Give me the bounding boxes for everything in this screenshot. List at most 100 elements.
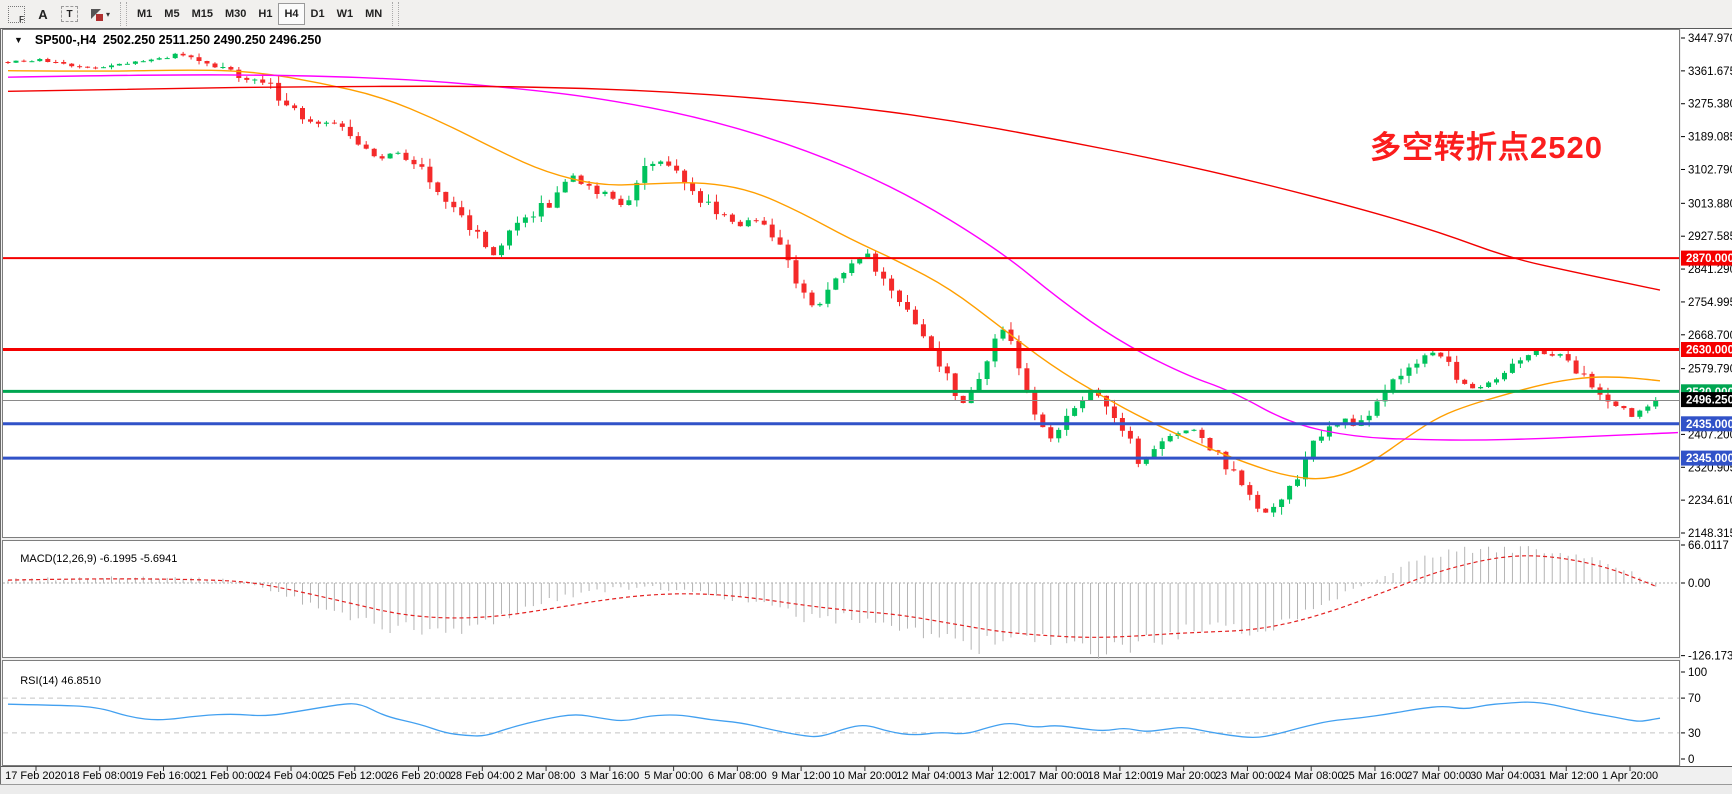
candle-body (1390, 379, 1396, 391)
arrow-tools-button[interactable]: ▾ (84, 3, 116, 25)
candle-body (1135, 438, 1141, 464)
candle-body (1111, 406, 1117, 418)
candle-body (292, 105, 298, 109)
timeframe-group: M1 M5 M15 M30 H1 H4 D1 W1 MN (131, 3, 388, 25)
rsi-plot (3, 697, 1679, 739)
timeframe-W1[interactable]: W1 (331, 3, 360, 25)
text-a-icon: A (38, 6, 48, 22)
date-label: 17 Feb 2020 (5, 770, 67, 782)
candle-body (1215, 450, 1221, 452)
candle-body (1637, 410, 1643, 417)
candle-body (491, 247, 497, 256)
candle-body (785, 244, 791, 261)
candle-body (833, 278, 839, 290)
date-label: 17 Mar 00:00 (1024, 770, 1089, 782)
candle-body (419, 164, 425, 167)
candle-body (897, 290, 902, 302)
date-label: 19 Feb 16:00 (131, 770, 196, 782)
candle-body (713, 201, 719, 215)
timeframe-M15[interactable]: M15 (186, 3, 219, 25)
candle-body (1279, 499, 1285, 507)
rsi-pane (2, 660, 1680, 766)
candle-body (29, 61, 35, 63)
candle-body (69, 63, 75, 67)
price-tag-2435.000[interactable] (1681, 416, 1732, 432)
candle-body (777, 237, 783, 245)
grid-f-button[interactable]: F (2, 3, 31, 25)
date-label: 1 Apr 20:00 (1602, 770, 1658, 782)
price-tag-2630.000[interactable] (1681, 342, 1732, 357)
date-label: 28 Feb 04:00 (450, 770, 515, 782)
symbol-dropdown-icon[interactable]: ▼ (14, 35, 23, 45)
date-label: 12 Mar 04:00 (896, 770, 961, 782)
candle-body (1478, 387, 1484, 389)
candle-body (554, 192, 560, 208)
price-tag-2496.250[interactable] (1681, 392, 1732, 408)
candle-body (1223, 451, 1229, 470)
candle-body (889, 278, 895, 291)
candle-body (300, 108, 305, 120)
annotation-text[interactable]: 多空转折点2520 (1370, 130, 1603, 165)
timeframe-M1[interactable]: M1 (131, 3, 158, 25)
candle-body (1104, 395, 1109, 407)
candle-body (1517, 360, 1523, 364)
candle-body (387, 153, 393, 159)
candle-body (594, 185, 600, 194)
arrow-tools-icon (90, 8, 103, 21)
macd-values: -6.1995 -5.6941 (99, 553, 178, 565)
timeframe-M30[interactable]: M30 (219, 3, 252, 25)
price-tick-label: 3275.380 (1688, 99, 1732, 111)
price-tick-label: 2668.700 (1688, 330, 1732, 342)
candle-body (276, 82, 282, 101)
candle-body (1589, 373, 1595, 388)
price-tag-2345.000[interactable] (1681, 450, 1732, 466)
timeframe-MN[interactable]: MN (359, 3, 388, 25)
candle-body (721, 214, 727, 216)
candle-body (1382, 390, 1388, 402)
candle-body (1613, 401, 1619, 406)
candle-body (1430, 352, 1436, 356)
candle-body (109, 65, 114, 68)
candle-body (45, 59, 51, 62)
timeframe-M5[interactable]: M5 (158, 3, 185, 25)
candle-body (1303, 457, 1308, 480)
candle-body (514, 222, 520, 231)
candle-body (260, 79, 266, 83)
candle-body (634, 182, 640, 201)
price-tag-2870.000[interactable] (1681, 250, 1732, 266)
rsi-indicator-label: RSI(14) 46.8510 (20, 675, 101, 687)
candle-body (1374, 401, 1380, 416)
candle-body (984, 361, 990, 379)
date-label: 2 Mar 08:00 (517, 770, 576, 782)
timeframe-D1[interactable]: D1 (305, 3, 331, 25)
candle-body (658, 161, 664, 164)
candle-body (1318, 436, 1324, 441)
candle-body (339, 123, 345, 127)
timeframe-H1[interactable]: H1 (252, 3, 278, 25)
price-tag-label: 2870.000 (1686, 253, 1732, 265)
price-tick-label: 2579.790 (1688, 364, 1732, 376)
price-tag-label: 2435.000 (1686, 419, 1732, 431)
candle-body (729, 214, 735, 222)
insert-text-button[interactable]: A (31, 3, 55, 25)
candle-body (530, 216, 536, 218)
candle-body (809, 292, 815, 306)
candle-body (467, 215, 473, 230)
rsi-tick-label: 100 (1688, 667, 1707, 679)
candle-body (1629, 408, 1635, 417)
rsi-value: 46.8510 (61, 675, 101, 687)
price-tick-label: 2927.585 (1688, 231, 1732, 243)
text-label-button[interactable]: T (55, 3, 84, 25)
candle-body (865, 253, 871, 258)
candle-body (371, 148, 377, 157)
candle-body (618, 198, 624, 205)
timeframe-H4[interactable]: H4 (278, 3, 305, 25)
candle-body (944, 366, 950, 374)
candle-body (1310, 440, 1316, 458)
ma-red-line (7, 85, 1661, 291)
candle-body (1024, 368, 1030, 392)
candle-body (801, 283, 807, 293)
candle-body (873, 253, 879, 272)
candle-body (769, 224, 775, 238)
